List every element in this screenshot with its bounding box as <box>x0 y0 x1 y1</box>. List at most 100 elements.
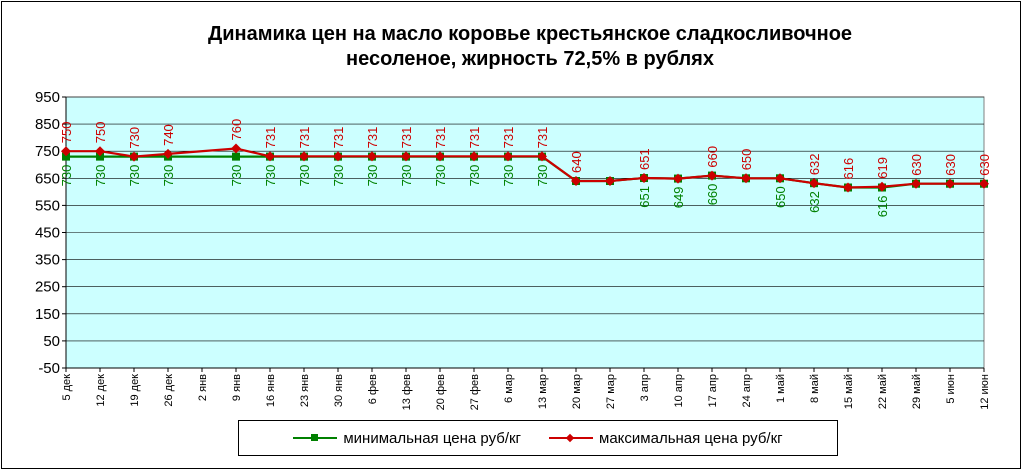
x-tick-label: 3 апр <box>639 374 651 401</box>
data-label-min: 616 <box>875 196 890 218</box>
data-point-max <box>809 178 819 189</box>
data-label-max: 740 <box>161 124 176 146</box>
data-point-max <box>435 151 445 162</box>
x-tick-label: 30 янв <box>333 374 345 407</box>
data-label-max: 731 <box>467 127 482 149</box>
y-tick-label: 850 <box>35 116 60 133</box>
data-label-min: 632 <box>807 191 822 213</box>
y-tick-label: 350 <box>35 252 60 269</box>
x-tick-label: 17 апр <box>707 374 719 407</box>
data-label-max: 731 <box>399 127 414 149</box>
x-tick-label: 5 июн <box>945 374 957 404</box>
data-label-min: 660 <box>705 184 720 206</box>
data-label-max: 630 <box>943 154 958 176</box>
x-tick-label: 8 май <box>809 374 821 403</box>
data-label-max: 760 <box>229 119 244 141</box>
data-point-min <box>232 152 240 161</box>
x-tick-label: 29 май <box>911 374 923 409</box>
x-tick-label: 13 мар <box>537 374 549 409</box>
data-label-min: 730 <box>59 165 74 187</box>
data-point-max <box>401 151 411 162</box>
y-tick-label: 950 <box>35 89 60 106</box>
x-tick-label: 1 май <box>775 374 787 403</box>
x-tick-label: 6 мар <box>503 374 515 403</box>
data-point-max <box>843 182 853 193</box>
data-label-max: 731 <box>331 127 346 149</box>
data-point-max <box>231 143 241 154</box>
legend-item-max: максимальная цена руб/кг <box>549 430 783 447</box>
data-point-max <box>163 148 173 159</box>
data-label-max: 619 <box>875 157 890 179</box>
data-label-max: 730 <box>127 127 142 149</box>
data-label-min: 651 <box>637 186 652 208</box>
data-point-max <box>571 176 581 187</box>
y-tick-label: 750 <box>35 143 60 160</box>
legend-swatch-min <box>293 432 338 444</box>
data-label-min: 730 <box>365 165 380 187</box>
y-tick-label: 550 <box>35 197 60 214</box>
data-label-max: 731 <box>501 127 516 149</box>
y-tick-label: 150 <box>35 306 60 323</box>
data-point-min <box>62 152 70 161</box>
chart-title-line-2: несоленое, жирность 72,5% в рублях <box>346 48 714 70</box>
data-label-min: 730 <box>331 165 346 187</box>
x-tick-label: 20 мар <box>571 374 583 409</box>
data-point-max <box>741 173 751 184</box>
data-label-max: 650 <box>739 149 754 171</box>
chart-title-line-1: Динамика цен на масло коровье крестьянск… <box>207 23 853 45</box>
data-point-max <box>265 151 275 162</box>
data-point-max <box>299 151 309 162</box>
data-label-min: 730 <box>161 165 176 187</box>
data-label-max: 660 <box>705 146 720 168</box>
data-point-min <box>96 152 104 161</box>
data-point-max <box>61 146 71 157</box>
data-point-max <box>775 173 785 184</box>
data-label-min: 730 <box>501 165 516 187</box>
x-tick-label: 2 янв <box>197 374 209 401</box>
data-label-max: 630 <box>909 154 924 176</box>
x-tick-label: 19 дек <box>129 374 141 407</box>
data-point-max <box>605 176 615 187</box>
legend-swatch-max <box>549 432 594 444</box>
x-tick-label: 27 мар <box>605 374 617 409</box>
data-point-max <box>95 146 105 157</box>
y-tick-label: 650 <box>35 170 60 187</box>
x-tick-label: 10 апр <box>673 374 685 407</box>
data-point-max <box>673 173 683 184</box>
x-tick-label: 15 май <box>843 374 855 409</box>
data-label-min: 649 <box>671 187 686 209</box>
x-tick-label: 26 дек <box>163 374 175 407</box>
data-label-max: 630 <box>977 154 992 176</box>
data-point-max <box>877 181 887 192</box>
data-label-min: 650 <box>773 186 788 208</box>
data-label-max: 731 <box>535 127 550 149</box>
legend-label-max: максимальная цена руб/кг <box>599 429 783 447</box>
data-label-min: 730 <box>535 165 550 187</box>
data-point-max <box>945 178 955 189</box>
data-point-max <box>707 170 717 181</box>
data-label-max: 731 <box>297 127 312 149</box>
x-tick-label: 16 янв <box>265 374 277 407</box>
legend-label-min: минимальная цена руб/кг <box>343 429 522 447</box>
y-tick-label: 50 <box>43 333 60 350</box>
data-label-min: 730 <box>263 165 278 187</box>
legend: минимальная цена руб/кг максимальная цен… <box>238 420 838 456</box>
chart-title: Динамика цен на масло коровье крестьянск… <box>110 22 950 72</box>
data-label-max: 640 <box>569 151 584 173</box>
data-point-max <box>469 151 479 162</box>
data-label-max: 731 <box>433 127 448 149</box>
x-tick-label: 12 дек <box>95 374 107 407</box>
x-tick-label: 20 фев <box>435 374 447 410</box>
x-tick-label: 9 янв <box>231 374 243 401</box>
legend-item-min: минимальная цена руб/кг <box>293 430 521 447</box>
x-tick-label: 12 июн <box>979 374 991 410</box>
data-label-max: 750 <box>93 121 108 143</box>
x-tick-label: 24 апр <box>741 374 753 407</box>
x-tick-label: 22 май <box>877 374 889 409</box>
data-label-min: 730 <box>229 165 244 187</box>
y-tick-label: 250 <box>35 279 60 296</box>
data-point-max <box>979 178 989 189</box>
data-label-max: 632 <box>807 153 822 175</box>
data-point-max <box>503 151 513 162</box>
data-point-max <box>639 173 649 184</box>
